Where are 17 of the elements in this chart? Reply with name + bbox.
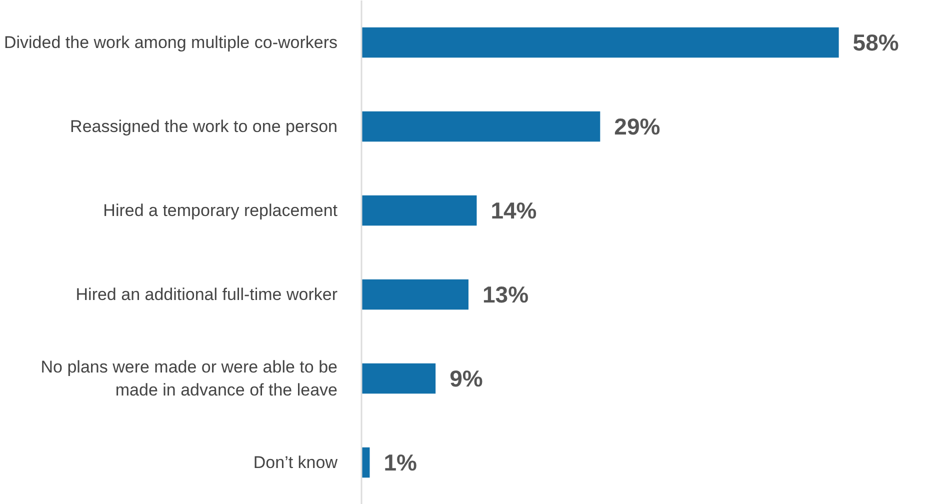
bar — [362, 27, 839, 58]
bar — [362, 279, 468, 310]
y-tick-label: Hired a temporary replacement — [103, 201, 338, 220]
data-label: 58% — [852, 30, 899, 56]
y-tick-label: Hired an additional full-time worker — [76, 285, 338, 304]
data-label: 1% — [384, 450, 417, 476]
y-tick-label: No plans were made or were able to be made in advance of the leave — [40, 358, 338, 400]
data-label: 9% — [450, 366, 483, 392]
bar — [362, 363, 436, 394]
y-tick-label: Don’t know — [253, 453, 338, 472]
y-tick-label: Divided the work among multiple co-workers — [4, 33, 338, 52]
data-label: 29% — [614, 114, 660, 140]
bar — [362, 195, 477, 226]
data-label: 13% — [482, 282, 529, 308]
y-tick-label: Reassigned the work to one person — [70, 117, 338, 136]
bar — [362, 111, 600, 142]
data-label: 14% — [490, 198, 537, 224]
